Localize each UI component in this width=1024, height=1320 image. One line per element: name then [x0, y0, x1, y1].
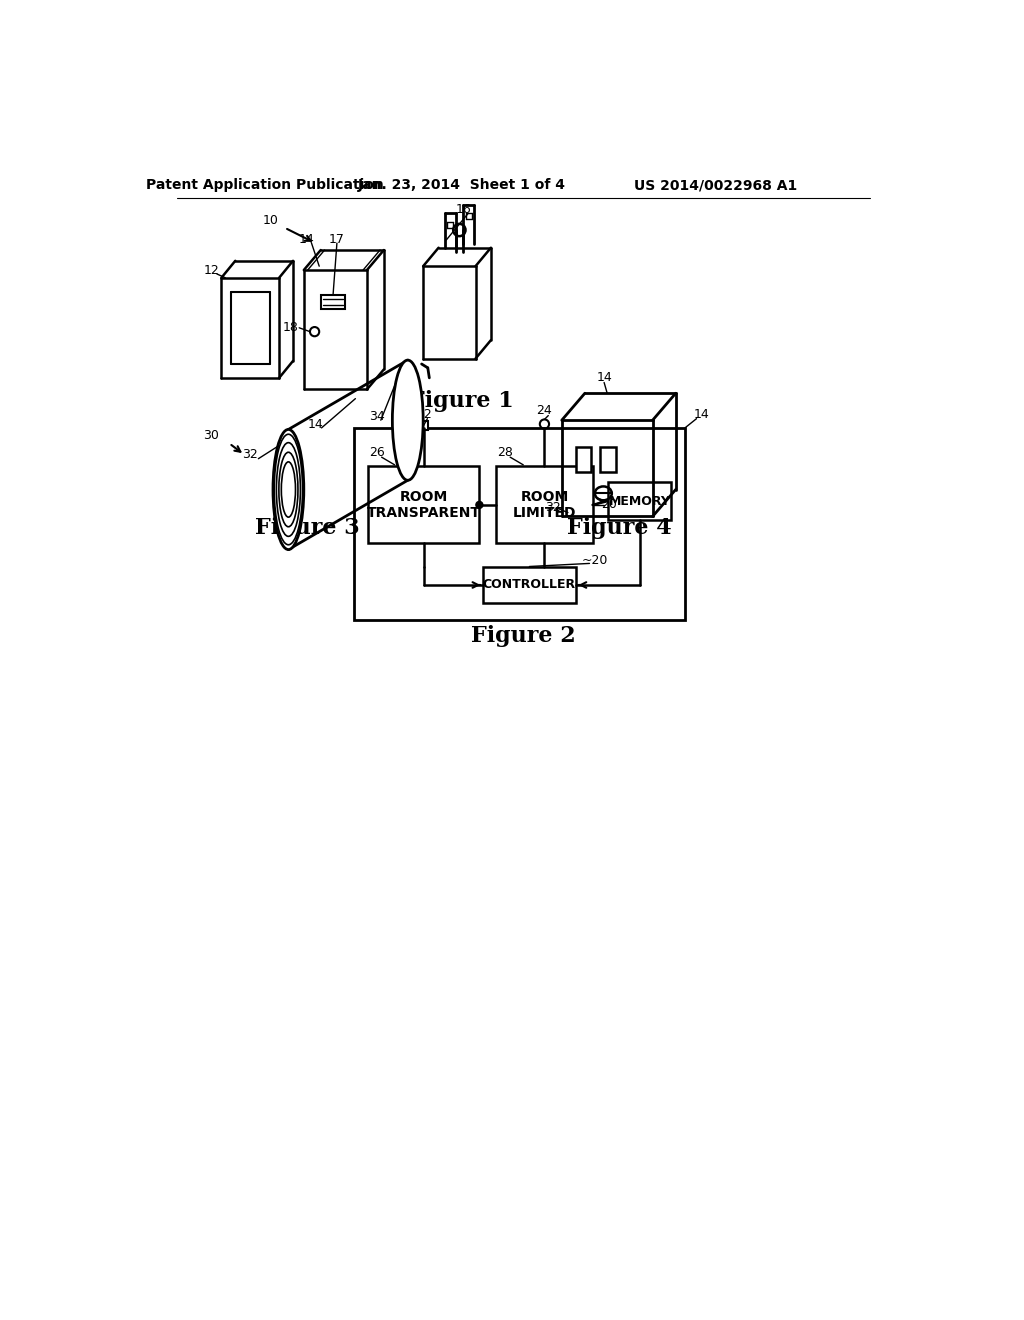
Text: ROOM: ROOM — [520, 490, 568, 504]
Text: MEMORY: MEMORY — [608, 495, 671, 508]
Text: 22: 22 — [416, 408, 431, 421]
Text: 24: 24 — [537, 404, 552, 417]
Ellipse shape — [273, 429, 304, 549]
Bar — [608, 482, 671, 520]
Text: 34: 34 — [369, 409, 385, 422]
Text: Figure 1: Figure 1 — [410, 389, 514, 412]
Text: 12: 12 — [204, 264, 219, 277]
Text: 14: 14 — [694, 408, 710, 421]
Bar — [600, 447, 615, 471]
Text: 30: 30 — [204, 429, 219, 442]
Text: 14: 14 — [298, 232, 314, 246]
Text: Figure 3: Figure 3 — [255, 517, 360, 539]
Text: LIMITED: LIMITED — [513, 506, 577, 520]
Text: 32: 32 — [242, 449, 258, 462]
Text: Jan. 23, 2014  Sheet 1 of 4: Jan. 23, 2014 Sheet 1 of 4 — [357, 178, 565, 193]
Text: 10: 10 — [263, 214, 279, 227]
Text: TRANSPARENT: TRANSPARENT — [367, 506, 480, 520]
Bar — [354, 428, 685, 620]
Bar — [321, 294, 345, 309]
Text: 17: 17 — [329, 232, 345, 246]
Text: 28: 28 — [498, 446, 513, 459]
Text: ~20: ~20 — [582, 554, 608, 566]
Text: US 2014/0022968 A1: US 2014/0022968 A1 — [634, 178, 798, 193]
Text: 14: 14 — [596, 371, 612, 384]
Text: CONTROLLER: CONTROLLER — [483, 578, 575, 591]
Circle shape — [476, 502, 483, 508]
Text: 16: 16 — [456, 203, 471, 215]
Text: 20: 20 — [601, 499, 617, 511]
Text: Figure 2: Figure 2 — [471, 624, 575, 647]
Bar — [419, 421, 428, 430]
Text: Figure 4: Figure 4 — [567, 517, 672, 539]
Text: 14: 14 — [307, 417, 324, 430]
Text: ROOM: ROOM — [399, 490, 447, 504]
Bar — [368, 466, 479, 544]
Bar — [575, 447, 591, 471]
Text: 18: 18 — [283, 321, 299, 334]
Bar — [497, 466, 593, 544]
Ellipse shape — [392, 360, 423, 480]
Text: Patent Application Publication: Patent Application Publication — [146, 178, 384, 193]
Text: 32: 32 — [545, 500, 560, 513]
Bar — [483, 566, 575, 603]
Text: 26: 26 — [369, 446, 385, 459]
